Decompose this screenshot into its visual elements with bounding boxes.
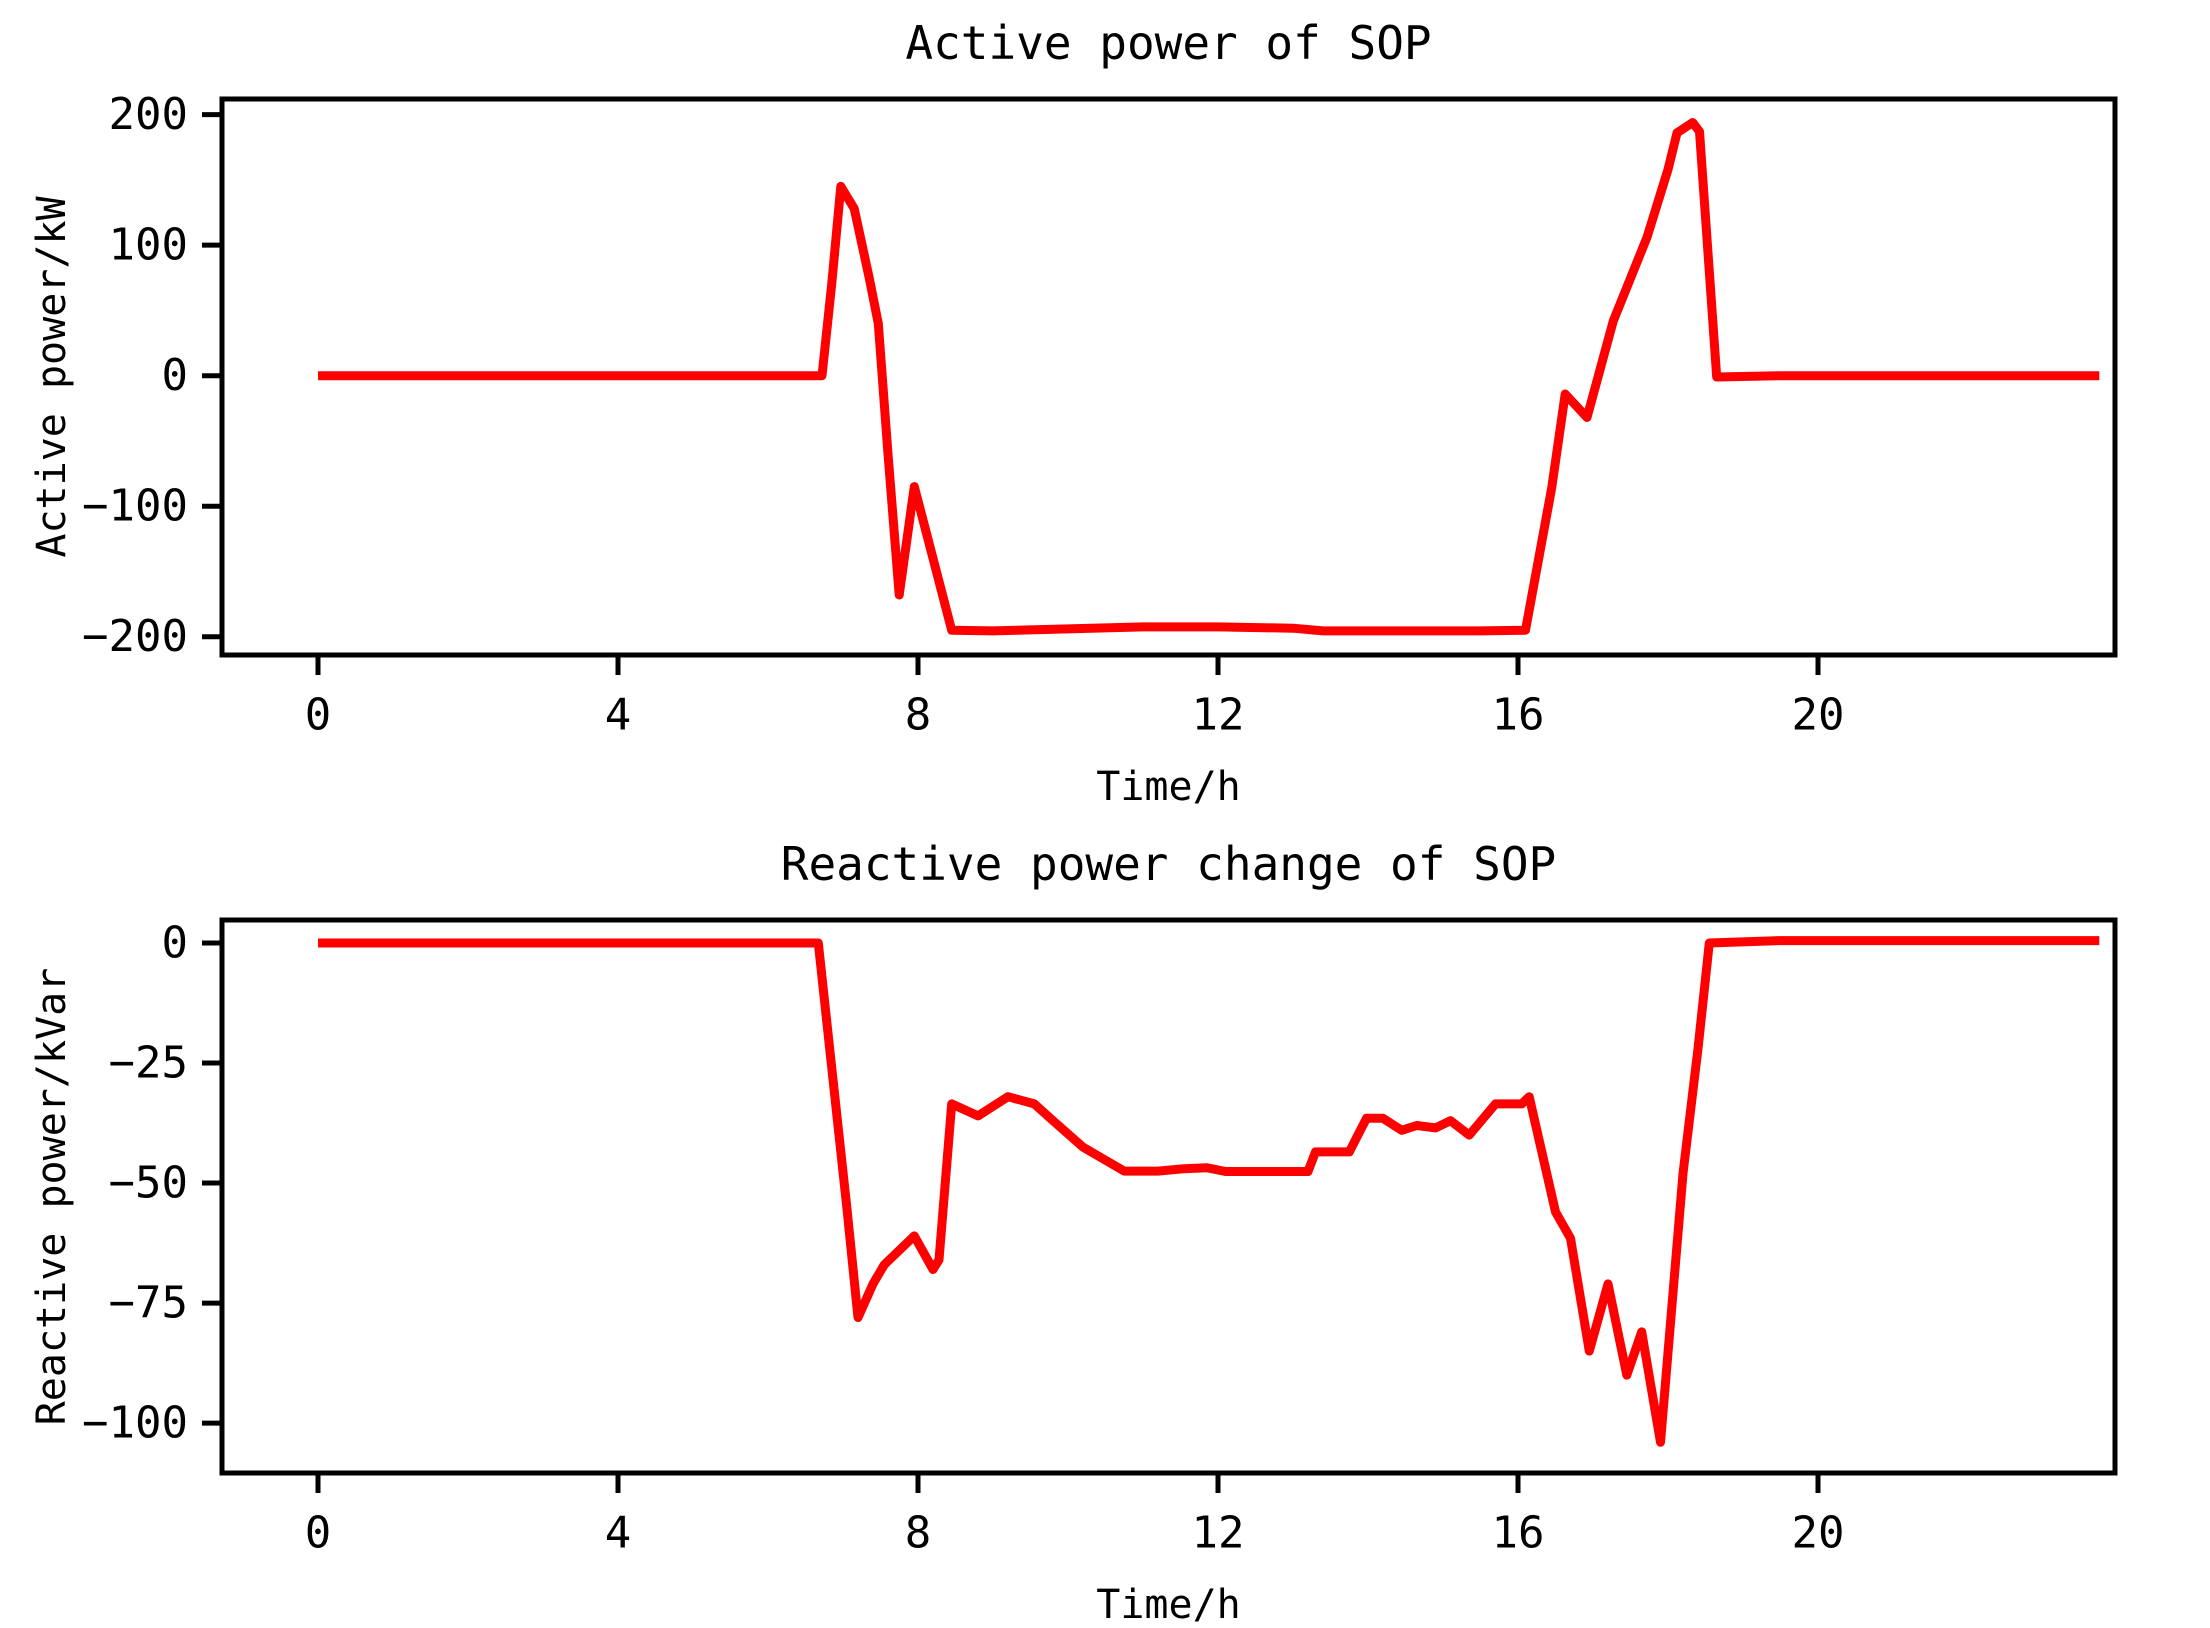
x-tick-label: 0 [305,1508,332,1559]
x-tick-label: 4 [605,1508,632,1559]
y-tick-label: −100 [82,1398,188,1449]
y-tick-label: −50 [109,1158,188,1209]
y-tick-label: −100 [82,481,188,532]
x-axis-label: Time/h [1096,1582,1241,1624]
active-power-chart: Active power of SOP 0 4 8 12 16 20 200 100 0 −100 −… [29,16,2118,810]
x-tick-label: 16 [1492,1508,1545,1559]
y-tick-label: 100 [109,220,188,271]
y-tick-label: 200 [109,89,188,140]
chart-title: Reactive power change of SOP [781,837,1556,891]
x-tick-label: 4 [605,690,632,741]
x-tick-label: 8 [905,1508,932,1559]
x-tick-label: 12 [1192,1508,1245,1559]
y-tick-label: −25 [109,1038,188,1089]
y-axis-label: Reactive power/kVar [29,968,75,1426]
x-tick-label: 16 [1492,690,1545,741]
x-tick-label: 12 [1192,690,1245,741]
x-tick-label: 8 [905,690,932,741]
x-tick-label: 20 [1792,690,1845,741]
y-tick-label: −200 [82,611,188,662]
series-line [318,118,2100,636]
plot-box [219,917,2118,1476]
x-tick-label: 20 [1792,1508,1845,1559]
y-axis-label: Active power/kW [29,195,75,557]
y-tick-label: 0 [162,918,189,969]
chart-title: Active power of SOP [905,16,1431,70]
x-axis-label: Time/h [1096,764,1241,810]
series-line [318,936,2100,1447]
x-tick-label: 0 [305,690,332,741]
y-tick-label: −75 [109,1278,188,1329]
reactive-power-chart: Reactive power change of SOP 0 4 8 12 16 20 0 −2… [29,837,2118,1628]
y-tick-label: 0 [162,350,189,401]
